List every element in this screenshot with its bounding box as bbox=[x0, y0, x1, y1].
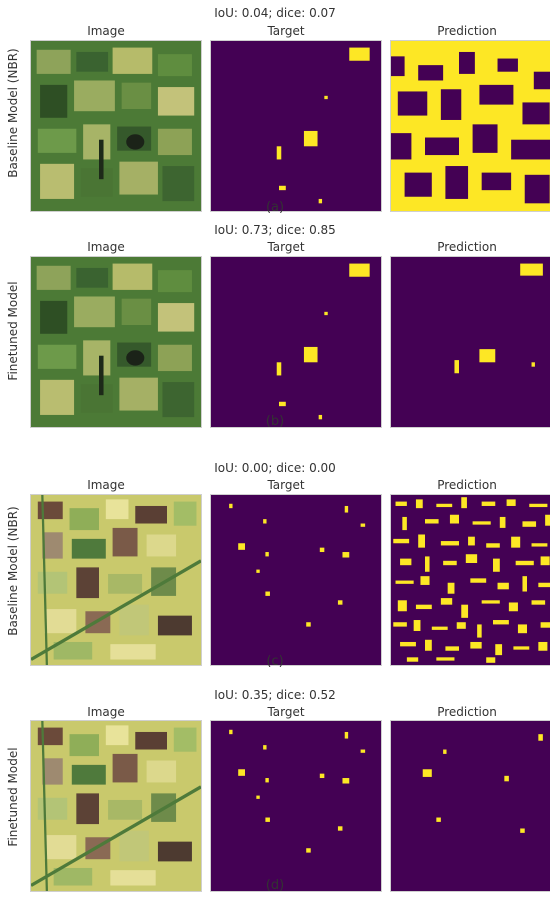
column-title-prediction: Prediction bbox=[437, 240, 497, 254]
target-mask bbox=[210, 40, 382, 212]
column-title-target: Target bbox=[267, 24, 305, 38]
panel-caption: (a) bbox=[265, 200, 285, 215]
prediction-mask-graphic bbox=[391, 41, 550, 211]
prediction-mask bbox=[390, 256, 550, 428]
column-title-image: Image bbox=[87, 705, 125, 719]
prediction-mask-graphic bbox=[391, 721, 550, 891]
target-mask-graphic bbox=[211, 257, 381, 427]
column-title-prediction: Prediction bbox=[437, 478, 497, 492]
metric-text: IoU: 0.35; dice: 0.52 bbox=[214, 688, 336, 702]
row-label: Baseline Model (NBR) bbox=[6, 48, 20, 178]
satellite-image bbox=[30, 256, 202, 428]
prediction-mask bbox=[390, 40, 550, 212]
prediction-mask bbox=[390, 720, 550, 892]
panel-caption: (c) bbox=[266, 654, 284, 669]
target-mask bbox=[210, 256, 382, 428]
column-title-target: Target bbox=[267, 240, 305, 254]
satellite-image-graphic bbox=[31, 495, 201, 665]
column-title-target: Target bbox=[267, 705, 305, 719]
row-label: Baseline Model (NBR) bbox=[6, 506, 20, 636]
metric-text: IoU: 0.00; dice: 0.00 bbox=[214, 461, 336, 475]
prediction-mask bbox=[390, 494, 550, 666]
column-title-prediction: Prediction bbox=[437, 24, 497, 38]
target-mask-graphic bbox=[211, 495, 381, 665]
column-title-image: Image bbox=[87, 24, 125, 38]
row-label: Finetuned Model bbox=[6, 747, 20, 847]
panel-caption: (b) bbox=[265, 414, 285, 429]
metric-text: IoU: 0.73; dice: 0.85 bbox=[214, 223, 336, 237]
panel-caption: (d) bbox=[265, 878, 285, 893]
prediction-mask-graphic bbox=[391, 495, 550, 665]
target-mask-graphic bbox=[211, 721, 381, 891]
satellite-image bbox=[30, 720, 202, 892]
column-title-image: Image bbox=[87, 240, 125, 254]
satellite-image-graphic bbox=[31, 721, 201, 891]
satellite-image bbox=[30, 494, 202, 666]
column-title-prediction: Prediction bbox=[437, 705, 497, 719]
satellite-image-graphic bbox=[31, 41, 201, 211]
prediction-mask-graphic bbox=[391, 257, 550, 427]
column-title-image: Image bbox=[87, 478, 125, 492]
row-label: Finetuned Model bbox=[6, 281, 20, 381]
satellite-image-graphic bbox=[31, 257, 201, 427]
satellite-image bbox=[30, 40, 202, 212]
target-mask bbox=[210, 494, 382, 666]
target-mask-graphic bbox=[211, 41, 381, 211]
column-title-target: Target bbox=[267, 478, 305, 492]
metric-text: IoU: 0.04; dice: 0.07 bbox=[214, 6, 336, 20]
target-mask bbox=[210, 720, 382, 892]
